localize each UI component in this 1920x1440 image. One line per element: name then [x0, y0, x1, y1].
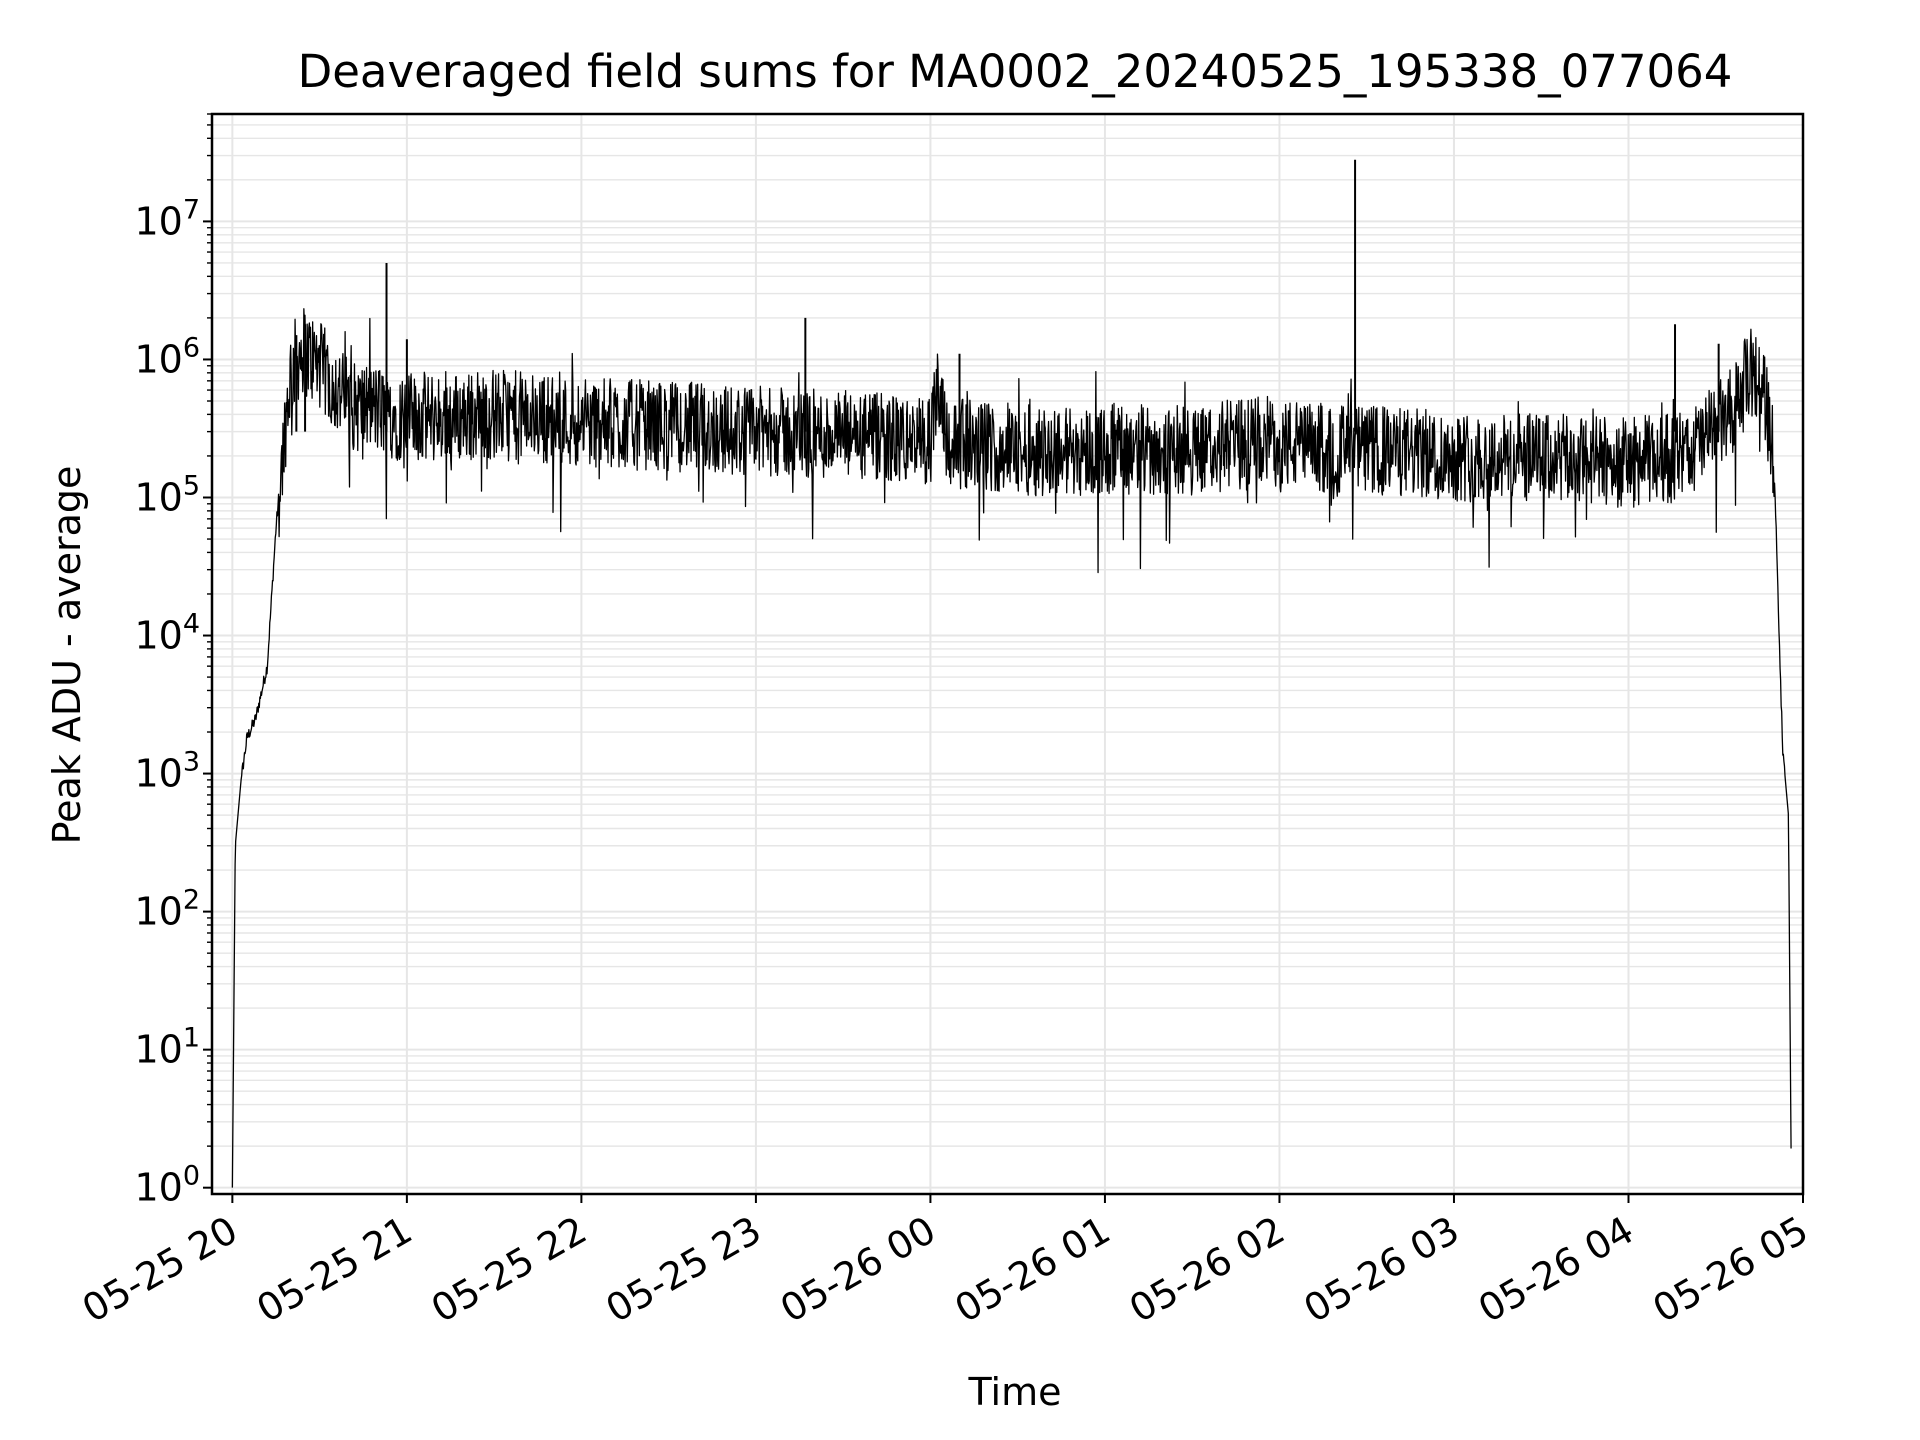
chart-title: Deaveraged field sums for MA0002_2024052…	[298, 45, 1733, 98]
series-line	[231, 308, 1792, 1188]
y-tick-label: 103	[134, 747, 200, 796]
plot-frame	[210, 112, 1805, 1196]
x-axis-label: Time	[968, 1370, 1062, 1414]
series-layer	[231, 159, 1792, 1188]
y-tick-label: 105	[134, 470, 200, 519]
y-tick-label: 102	[134, 885, 200, 934]
y-axis-label: Peak ADU - average	[45, 466, 89, 845]
